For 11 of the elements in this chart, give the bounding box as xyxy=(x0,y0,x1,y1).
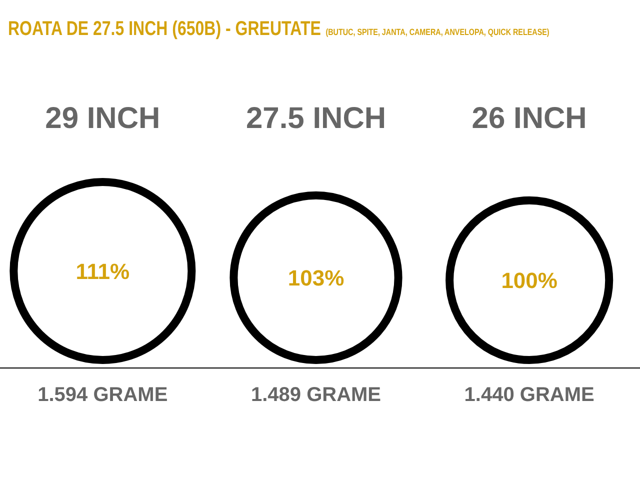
text: 1.594 GRAME xyxy=(38,384,168,406)
text: ROATA DE 27.5 INCH (650B) - GREUTATE xyxy=(8,17,321,40)
data-label: 100% xyxy=(501,268,558,294)
data-label: 103% xyxy=(288,266,344,291)
category-label: 29 INCH xyxy=(45,102,160,135)
data-label: 111% xyxy=(76,259,130,284)
category-label: 26 INCH xyxy=(472,102,587,135)
text: 1.440 GRAME xyxy=(464,384,594,406)
text: (BUTUC, SPITE, JANTA, CAMERA, ANVELOPA, QUICK RELEASE) xyxy=(326,27,550,38)
category-label: 27.5 INCH xyxy=(246,102,386,135)
text: 1.489 GRAME xyxy=(250,384,382,406)
